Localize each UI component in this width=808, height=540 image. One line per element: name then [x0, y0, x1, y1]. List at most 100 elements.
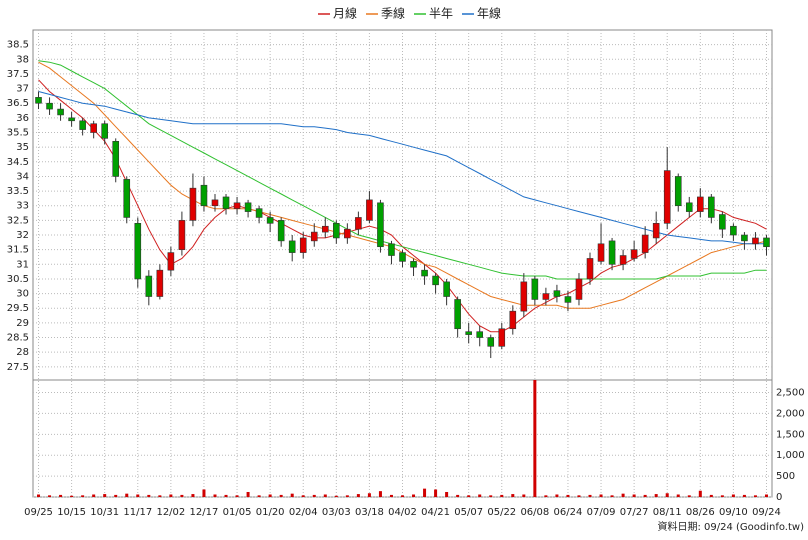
volume-bar: [301, 495, 305, 497]
volume-bar: [610, 495, 614, 497]
y2-tick-label: 500: [776, 471, 795, 482]
volume-bar: [555, 494, 559, 497]
candle-body: [189, 187, 197, 221]
candle-body: [388, 243, 395, 256]
y-tick-label: 36.5: [7, 98, 29, 109]
volume-bar: [323, 494, 327, 497]
candle-body: [344, 228, 351, 239]
legend-label: 半年: [429, 7, 453, 21]
y-tick-label: 27.5: [7, 362, 29, 373]
x-tick-label: 09/24: [752, 507, 781, 518]
candle-body: [741, 234, 748, 242]
x-tick-label: 01/20: [256, 507, 285, 518]
volume-bar: [356, 494, 360, 497]
y-tick-label: 32: [16, 230, 29, 241]
y-tick-label: 31.5: [7, 245, 29, 256]
x-tick-label: 08/26: [686, 507, 715, 518]
y-tick-label: 32.5: [7, 215, 29, 226]
volume-bar: [643, 494, 647, 497]
y-tick-label: 36: [16, 113, 29, 124]
volume-bar: [334, 495, 338, 497]
volume-bar: [70, 495, 74, 497]
y-tick-label: 33: [16, 201, 29, 212]
y-tick-label: 35: [16, 142, 29, 153]
y2-tick-label: 1,000: [776, 450, 805, 461]
volume-bar: [412, 494, 416, 497]
candle-body: [377, 202, 384, 248]
x-tick-label: 08/11: [653, 507, 682, 518]
volume-bar: [489, 495, 493, 497]
y-tick-label: 34: [16, 171, 29, 182]
candle-body: [575, 278, 583, 300]
x-tick-label: 04/02: [388, 507, 417, 518]
x-tick-label: 06/24: [554, 507, 583, 518]
volume-bar: [235, 495, 239, 497]
x-tick-label: 12/02: [156, 507, 185, 518]
x-tick-label: 07/27: [620, 507, 649, 518]
volume-bar: [191, 494, 195, 497]
candle-body: [487, 337, 495, 347]
volume-bar: [268, 494, 272, 497]
y-tick-label: 37: [16, 84, 29, 95]
volume-bar: [224, 494, 228, 497]
candle-body: [46, 102, 53, 110]
candle-body: [101, 123, 108, 139]
volume-bar: [577, 495, 581, 497]
candle-body: [145, 275, 153, 297]
x-tick-label: 05/07: [454, 507, 483, 518]
candle-body: [553, 290, 561, 297]
candle-body: [476, 331, 484, 338]
volume-bar: [621, 493, 625, 497]
candle-body: [685, 202, 693, 212]
x-tick-label: 01/05: [223, 507, 252, 518]
volume-bar: [103, 494, 107, 497]
candle-body: [123, 179, 131, 218]
x-tick-label: 04/21: [421, 507, 450, 518]
candle-body: [112, 140, 120, 177]
x-tick-label: 09/25: [24, 507, 53, 518]
volume-bar: [202, 489, 206, 497]
volume-bar: [522, 494, 526, 497]
volume-bar: [389, 494, 393, 497]
candle-body: [752, 237, 759, 245]
x-tick-label: 06/08: [520, 507, 549, 518]
volume-bar: [687, 495, 691, 497]
candle-body: [299, 237, 307, 253]
volume-bar: [401, 495, 404, 497]
volume-bar: [445, 491, 449, 497]
volume-bar: [37, 494, 41, 497]
candle-body: [222, 196, 230, 209]
volume-bar: [566, 494, 570, 497]
volume-bar: [731, 494, 735, 497]
volume-bar: [500, 494, 504, 497]
x-tick-label: 10/31: [90, 507, 119, 518]
volume-bar: [246, 491, 250, 497]
volume-bar: [753, 495, 757, 497]
candle-body: [410, 261, 417, 268]
candle-body: [531, 278, 539, 300]
legend-label: 季線: [381, 6, 405, 21]
y-tick-label: 38.5: [7, 40, 29, 51]
volume-bar: [533, 380, 537, 497]
y-tick-label: 30.5: [7, 274, 29, 285]
volume-bar: [709, 494, 713, 497]
candle-body: [35, 97, 42, 104]
candle-body: [630, 249, 638, 259]
volume-bar: [764, 494, 768, 497]
candle-body: [255, 208, 263, 218]
candle-body: [167, 252, 175, 271]
volume-bar: [676, 494, 680, 497]
volume-bar: [158, 495, 162, 497]
y2-tick-label: 1,500: [776, 429, 805, 440]
candle-body: [619, 255, 627, 265]
x-tick-label: 12/17: [190, 507, 219, 518]
candle-body: [520, 281, 528, 312]
y-tick-label: 33.5: [7, 186, 29, 197]
volume-bar: [92, 494, 96, 497]
volume-bar: [378, 491, 382, 497]
candle-body: [763, 237, 770, 248]
volume-bar: [720, 495, 724, 497]
candle-body: [399, 252, 406, 262]
volume-bar: [59, 494, 63, 497]
